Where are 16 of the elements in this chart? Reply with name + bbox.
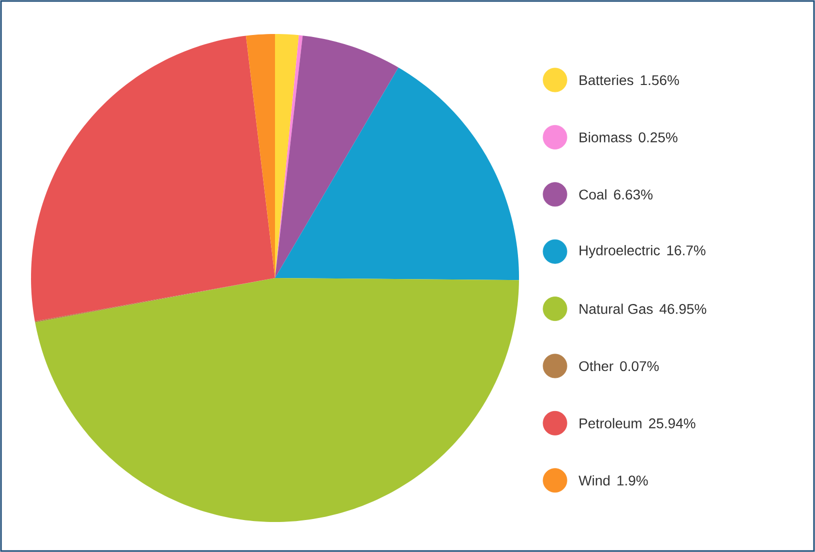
data-label: 25.94% <box>649 418 696 428</box>
legend-label: Wind <box>578 475 610 486</box>
data-label: 16.7% <box>667 245 706 256</box>
legend-label: Batteries <box>580 74 634 86</box>
legend-label: Other <box>579 360 614 372</box>
legend-label: Petroleum <box>580 418 642 428</box>
legend-label: Coal <box>579 189 606 200</box>
data-label: 0.25% <box>638 132 678 142</box>
data-label: 46.95% <box>660 304 706 314</box>
data-label: 6.63% <box>614 190 653 200</box>
legend-label: Hydroelectric <box>580 245 660 258</box>
data-label: 1.9% <box>617 476 648 486</box>
data-label: 0.07% <box>620 361 659 372</box>
data-label: 1.56% <box>640 75 679 86</box>
legend-label: Biomass <box>580 132 632 142</box>
legend-label: Natural Gas <box>580 304 653 314</box>
